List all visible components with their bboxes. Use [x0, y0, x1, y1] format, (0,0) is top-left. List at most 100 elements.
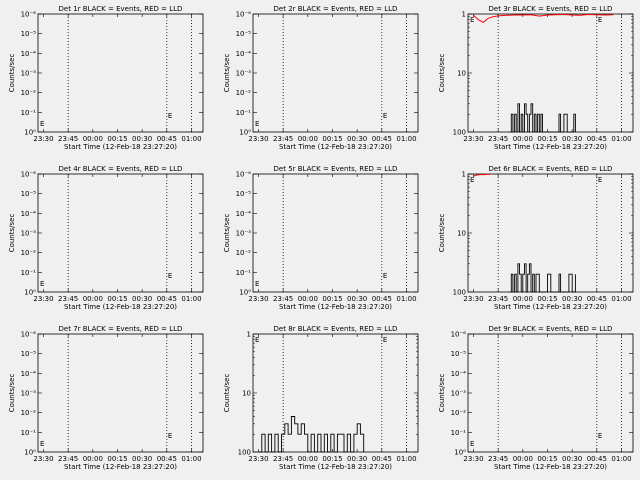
x-tick-label: 00:15 [322, 295, 342, 303]
x-axis-label: Start Time (12-Feb-18 23:27:20) [279, 303, 392, 311]
e-marker: E [470, 176, 474, 184]
x-tick-label: 00:15 [107, 455, 127, 463]
x-tick-label: 23:45 [58, 295, 78, 303]
detector-panel: Det 1r BLACK = Events, RED = LLD 23:30 23:… [8, 5, 204, 151]
plot-frame [252, 173, 419, 293]
panel-title: Det 8r BLACK = Events, RED = LLD [274, 325, 398, 333]
plot-frame [37, 333, 204, 453]
panel-title: Det 4r BLACK = Events, RED = LLD [59, 165, 183, 173]
detector-panel: Det 4r BLACK = Events, RED = LLD 23:30 23:… [8, 165, 204, 311]
y-tick-label: 10⁰ [24, 129, 36, 137]
y-tick-label: 10⁻⁴ [236, 50, 252, 58]
x-tick-label: 00:30 [132, 455, 152, 463]
y-tick-label: 10⁻² [21, 89, 37, 97]
x-tick-label: 01:00 [611, 135, 631, 143]
panel-title: Det 9r BLACK = Events, RED = LLD [489, 325, 613, 333]
x-axis-label: Start Time (12-Feb-18 23:27:20) [494, 463, 607, 471]
x-tick-label: 23:45 [58, 135, 78, 143]
x-tick-label: 00:00 [83, 295, 103, 303]
detector-panel: Det 2r BLACK = Events, RED = LLD 23:30 23:… [223, 5, 419, 151]
x-tick-label: 00:00 [83, 135, 103, 143]
x-tick-label: 00:00 [298, 135, 318, 143]
e-marker: E [383, 336, 387, 344]
x-axis-label: Start Time (12-Feb-18 23:27:20) [494, 303, 607, 311]
e-marker: E [470, 440, 474, 448]
x-tick-label: 23:30 [248, 455, 268, 463]
y-tick-label: 10⁰ [24, 449, 36, 457]
e-marker: E [598, 432, 602, 440]
x-tick-label: 00:00 [513, 135, 533, 143]
y-tick-label: 100 [453, 129, 466, 137]
panel-title: Det 3r BLACK = Events, RED = LLD [489, 5, 613, 13]
x-tick-label: 00:15 [107, 135, 127, 143]
y-tick-label: 10 [242, 390, 251, 398]
x-tick-label: 23:45 [273, 455, 293, 463]
x-tick-label: 00:30 [347, 135, 367, 143]
y-axis-label: Counts/sec [8, 54, 16, 93]
x-tick-label: 00:45 [372, 295, 392, 303]
x-tick-label: 00:45 [157, 135, 177, 143]
e-marker: E [255, 280, 259, 288]
x-tick-label: 00:45 [372, 455, 392, 463]
x-tick-label: 00:15 [537, 455, 557, 463]
y-tick-label: 1 [247, 331, 251, 339]
y-tick-label: 10⁻⁴ [21, 50, 37, 58]
e-marker: E [40, 280, 44, 288]
x-tick-label: 00:30 [132, 295, 152, 303]
panel-title: Det 6r BLACK = Events, RED = LLD [489, 165, 613, 173]
x-tick-label: 23:30 [33, 455, 53, 463]
x-tick-label: 01:00 [181, 295, 201, 303]
x-tick-label: 00:45 [587, 295, 607, 303]
e-marker: E [255, 120, 259, 128]
y-tick-label: 10⁻⁵ [21, 30, 37, 38]
x-tick-label: 01:00 [611, 295, 631, 303]
x-tick-label: 23:30 [463, 455, 483, 463]
x-axis-label: Start Time (12-Feb-18 23:27:20) [64, 303, 177, 311]
x-tick-label: 00:45 [157, 455, 177, 463]
x-tick-label: 23:45 [58, 455, 78, 463]
x-tick-label: 23:30 [33, 295, 53, 303]
y-tick-label: 10⁰ [24, 289, 36, 297]
y-tick-label: 1 [462, 11, 466, 19]
detector-panel: Det 9r BLACK = Events, RED = LLD 23:30 23:… [438, 325, 634, 471]
x-tick-label: 00:45 [587, 455, 607, 463]
x-tick-label: 00:30 [132, 135, 152, 143]
plot-frame [252, 13, 419, 133]
y-tick-label: 10⁻¹ [21, 269, 37, 277]
x-tick-label: 23:45 [273, 295, 293, 303]
y-tick-label: 10⁻⁵ [21, 350, 37, 358]
y-tick-label: 10⁻⁶ [21, 331, 37, 339]
y-tick-label: 10⁻² [21, 249, 37, 257]
x-tick-label: 00:30 [347, 455, 367, 463]
plot-frame [37, 13, 204, 133]
x-tick-label: 00:30 [562, 455, 582, 463]
y-tick-label: 10⁻³ [451, 390, 467, 398]
e-marker: E [40, 120, 44, 128]
events-series-line [509, 103, 576, 133]
x-axis-label: Start Time (12-Feb-18 23:27:20) [64, 463, 177, 471]
y-axis-label: Counts/sec [223, 54, 231, 93]
e-marker: E [255, 336, 259, 344]
y-tick-label: 10⁻³ [21, 230, 37, 238]
e-marker: E [168, 432, 172, 440]
x-tick-label: 23:30 [248, 295, 268, 303]
e-marker: E [383, 272, 387, 280]
x-tick-label: 23:45 [488, 295, 508, 303]
x-tick-label: 00:30 [562, 135, 582, 143]
x-tick-label: 00:00 [513, 295, 533, 303]
y-tick-label: 10⁻⁶ [21, 11, 37, 19]
detector-panel: Det 7r BLACK = Events, RED = LLD 23:30 23:… [8, 325, 204, 471]
x-tick-label: 00:00 [513, 455, 533, 463]
lld-series-line [473, 13, 614, 24]
x-tick-label: 00:15 [537, 295, 557, 303]
detector-panel: Det 3r BLACK = Events, RED = LLD 23:30 23:… [438, 5, 634, 151]
x-tick-label: 23:30 [33, 135, 53, 143]
e-marker: E [598, 16, 602, 24]
y-tick-label: 10⁻⁴ [21, 370, 37, 378]
y-tick-label: 10⁻⁴ [236, 210, 252, 218]
e-marker: E [598, 176, 602, 184]
y-tick-label: 10⁻⁶ [451, 331, 467, 339]
y-tick-label: 10⁻¹ [236, 109, 252, 117]
y-tick-label: 10⁰ [454, 449, 466, 457]
